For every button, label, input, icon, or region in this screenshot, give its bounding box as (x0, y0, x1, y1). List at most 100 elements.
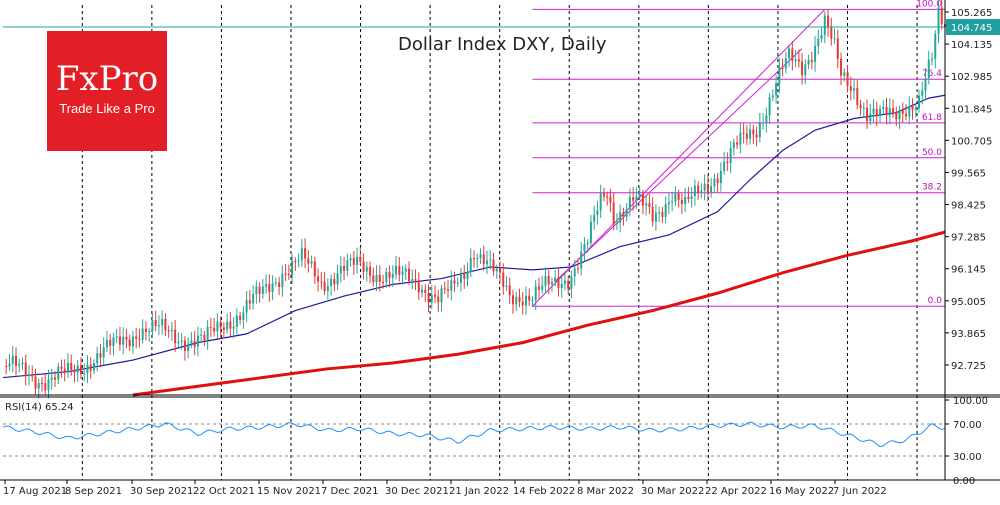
candle-body (456, 282, 459, 284)
logo-tagline: Trade Like a Pro (59, 101, 155, 116)
candle-body (882, 106, 885, 109)
candle-body (599, 193, 602, 211)
candle-body (869, 113, 872, 122)
candle-body (502, 272, 505, 287)
candle-body (680, 199, 683, 205)
candle-body (560, 283, 563, 288)
candle-body (677, 193, 680, 200)
fib-level-label: 0.0 (928, 296, 943, 306)
candle-body (18, 364, 21, 366)
rsi-line (2, 421, 946, 448)
candle-body (778, 67, 781, 84)
candle-body (40, 383, 43, 385)
candle-body (856, 88, 859, 105)
candle-body (349, 258, 352, 260)
candle-body (719, 170, 722, 184)
candle-body (775, 83, 778, 96)
candle-body (209, 327, 212, 329)
candle-body (937, 7, 940, 34)
candle-body (521, 301, 524, 306)
candle-body (794, 59, 797, 61)
candle-body (291, 260, 294, 276)
candle-body (118, 336, 121, 345)
candle-body (570, 276, 573, 289)
candle-body (365, 266, 368, 272)
candle-body (144, 328, 147, 333)
candle-body (92, 363, 95, 371)
candle-body (651, 207, 654, 222)
candle-body (447, 289, 450, 291)
candle-body (713, 178, 716, 187)
candle-body (79, 365, 82, 375)
candle-body (469, 258, 472, 273)
candle-body (927, 59, 930, 79)
candle-body (612, 202, 615, 225)
candle-body (258, 286, 261, 294)
candle-body (557, 277, 560, 288)
candle-body (307, 258, 310, 264)
chart-title: Dollar Index DXY, Daily (398, 34, 607, 55)
candle-body (434, 294, 437, 297)
rsi-tick-label: 70.00 (953, 420, 982, 431)
price-tick-label: 98.425 (951, 201, 986, 212)
candle-body (765, 115, 768, 123)
candle-body (190, 340, 193, 344)
candle-body (788, 48, 791, 59)
candle-body (745, 133, 748, 139)
candle-body (414, 279, 417, 281)
candle-body (463, 272, 466, 280)
current-price-box (946, 18, 1000, 35)
candle-body (248, 300, 251, 304)
candle-body (37, 383, 40, 389)
candle-body (180, 340, 183, 342)
date-tick-label: 7 Jun 2022 (833, 486, 887, 497)
candle-body (66, 362, 69, 372)
price-tick-label: 93.865 (951, 329, 986, 340)
candle-body (531, 300, 534, 302)
logo-wordmark: FxPro (55, 59, 159, 99)
candle-body (615, 222, 618, 225)
candle-body (261, 286, 264, 294)
candle-body (356, 257, 359, 266)
candle-body (807, 59, 810, 65)
price-tick-label: 92.725 (951, 361, 986, 372)
fib-level-label: 61.8 (922, 113, 942, 123)
candle-body (641, 193, 644, 206)
candle-body (554, 277, 557, 282)
candle-body (742, 132, 745, 134)
candle-body (154, 320, 157, 326)
date-tick-label: 14 Feb 2022 (513, 486, 575, 497)
candle-body (343, 265, 346, 271)
price-tick-label: 95.005 (951, 297, 986, 308)
candle-body (762, 122, 765, 124)
candle-body (593, 214, 596, 222)
candle-body (31, 374, 34, 377)
candle-body (550, 281, 553, 285)
candle-body (287, 273, 290, 276)
candle-body (164, 318, 167, 331)
candle-body (378, 274, 381, 282)
candle-body (723, 161, 726, 171)
date-tick-label: 22 Oct 2021 (193, 486, 255, 497)
candle-body (567, 280, 570, 289)
candle-body (498, 268, 501, 273)
candle-body (271, 283, 274, 292)
price-tick-label: 96.145 (951, 265, 986, 276)
candle-body (492, 259, 495, 272)
candle-body (352, 258, 355, 266)
candle-body (866, 107, 869, 122)
candle-body (151, 320, 154, 332)
date-tick-label: 17 Aug 2021 (3, 486, 67, 497)
candle-body (726, 161, 729, 164)
candle-body (693, 185, 696, 196)
candle-body (424, 289, 427, 293)
candle-body (382, 281, 385, 283)
candle-body (213, 327, 216, 332)
candle-body (823, 15, 826, 36)
candle-body (609, 196, 612, 203)
candle-body (862, 107, 865, 109)
candle-body (658, 212, 661, 214)
candle-body (700, 190, 703, 194)
candle-body (109, 339, 112, 346)
candle-body (833, 38, 836, 40)
